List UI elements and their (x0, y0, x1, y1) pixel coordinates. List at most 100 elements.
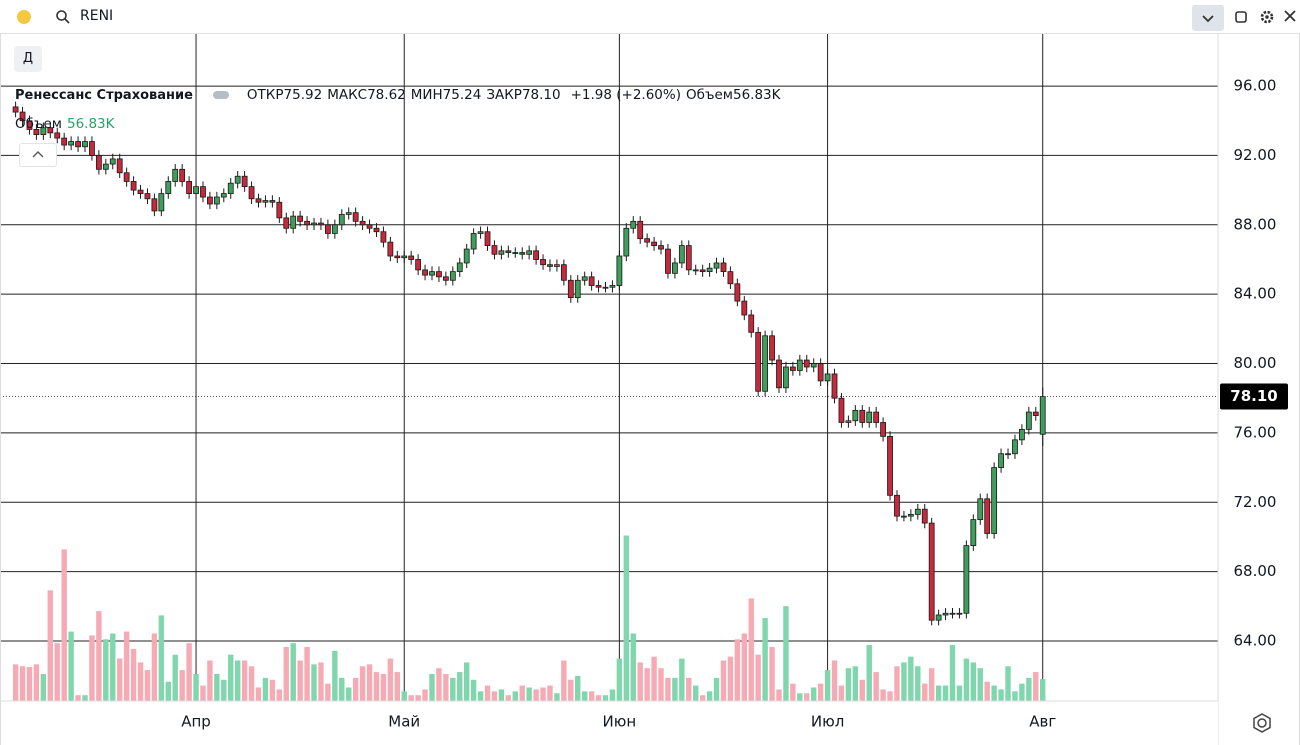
volume-bar (748, 598, 754, 701)
candle-body (40, 127, 47, 136)
candle-body (949, 612, 956, 615)
volume-bar (408, 695, 414, 701)
candle-body (838, 397, 845, 423)
volume-bar (228, 654, 234, 701)
candle-body (248, 186, 255, 200)
candle-body (311, 222, 317, 226)
volume-bar (554, 693, 560, 701)
volume-bar (26, 667, 33, 701)
candle-body (595, 285, 602, 288)
volume-bar (1040, 679, 1046, 701)
candle-body (102, 163, 109, 170)
search-icon[interactable] (55, 9, 71, 25)
collapse-button[interactable] (1192, 5, 1224, 31)
volume-bar (318, 662, 324, 701)
candle-body (95, 155, 102, 170)
symbol[interactable]: RENI (80, 8, 114, 24)
volume-bar (526, 687, 532, 701)
candle-body (151, 198, 158, 212)
candle-body (89, 141, 95, 156)
candle-body (193, 186, 199, 194)
candle-body (165, 181, 172, 194)
volume-bar (144, 670, 151, 701)
volume-bar (713, 677, 720, 701)
interval-button[interactable]: Д (14, 46, 42, 72)
collapse-legend-button[interactable] (19, 143, 57, 167)
candle-body (588, 276, 595, 286)
volume-bar (908, 656, 914, 701)
volume-bar (561, 660, 567, 701)
volume-bar (804, 693, 810, 701)
volume-bar (581, 691, 588, 701)
volume-bar (568, 679, 574, 701)
candle-body (651, 241, 657, 247)
volume-bar (179, 670, 185, 701)
volume-bar (984, 681, 990, 701)
candle-body (998, 453, 1004, 468)
candle-body (158, 193, 165, 212)
candle-body (1005, 453, 1011, 456)
candle-body (234, 175, 241, 184)
legend-toggle[interactable] (212, 91, 229, 99)
volume-bar (269, 679, 276, 701)
candle-body (241, 175, 248, 188)
volume-bar (991, 685, 997, 701)
candle-body (734, 283, 741, 302)
volume-bar (575, 675, 581, 701)
volume-value: 56.83K (732, 87, 781, 103)
candle-body (817, 363, 824, 382)
volume-bar (137, 662, 144, 701)
volume-bar (110, 633, 116, 701)
volume-bar (464, 662, 470, 701)
volume-bar (533, 689, 539, 701)
volume-bar (151, 633, 158, 701)
candle-body (748, 314, 755, 333)
volume-bar (304, 647, 310, 701)
volume-bar (817, 683, 824, 701)
candle-body (408, 255, 415, 260)
candle-body (789, 366, 796, 371)
volume-bar (866, 645, 872, 701)
volume-bar (609, 689, 616, 701)
axis-settings-icon[interactable] (1253, 713, 1271, 733)
candle-body (942, 612, 949, 616)
axis-settings-icon[interactable] (1257, 718, 1267, 728)
volume-bar (61, 549, 67, 701)
volume-bar (540, 687, 546, 701)
volume-bar (894, 666, 900, 701)
volume-bar (727, 656, 734, 701)
volume-bar (12, 664, 19, 701)
candle-body (852, 409, 859, 422)
volume-bar (297, 660, 303, 701)
volume-bar (234, 660, 241, 701)
candle-body (449, 271, 456, 281)
candle-body (783, 366, 789, 389)
volume-bar (498, 689, 505, 701)
candle-body (324, 224, 331, 234)
candle-body (845, 420, 852, 423)
candle-body (977, 498, 984, 521)
volume-bar (693, 685, 699, 701)
candle-body (186, 181, 193, 194)
candle-body (672, 262, 678, 274)
volume-bar (89, 635, 95, 701)
volume-bar (679, 658, 685, 701)
volume-bar (123, 631, 130, 701)
candle-body (776, 359, 782, 389)
volume-bar (720, 660, 727, 701)
candle-body (873, 411, 880, 423)
volume-bar (339, 677, 345, 701)
volume-bar (477, 691, 484, 701)
volume-bar (172, 654, 178, 701)
candle-body (866, 411, 873, 423)
candle-body (526, 250, 533, 255)
volume-value: 56.83K (66, 116, 115, 132)
price-badge-label: 78.10 (1230, 387, 1277, 405)
window-icons[interactable] (1232, 7, 1300, 27)
y-tick-label: 80.00 (1234, 354, 1277, 372)
candle-body (290, 215, 297, 229)
candle-body (1012, 439, 1018, 455)
volume-bar (290, 643, 296, 701)
candle-body (880, 422, 886, 437)
y-tick-label: 76.00 (1234, 423, 1277, 441)
